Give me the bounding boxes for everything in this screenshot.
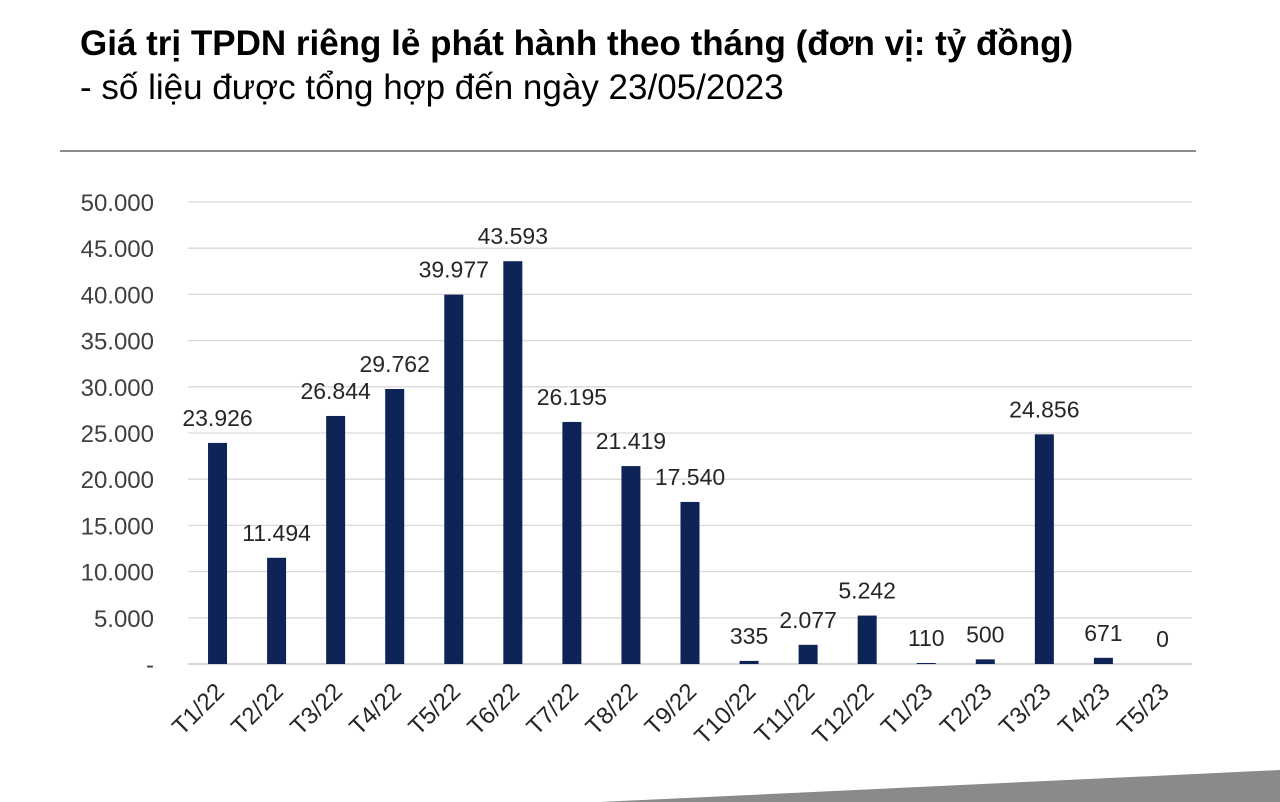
data-label: 671 xyxy=(1084,620,1122,646)
x-tick-label: T3/22 xyxy=(285,678,347,740)
data-label: 0 xyxy=(1156,626,1169,652)
y-tick-label: 50.000 xyxy=(81,190,154,217)
x-tick-label: T4/22 xyxy=(344,678,406,740)
bar xyxy=(739,660,759,664)
bar xyxy=(1034,434,1054,664)
y-tick-label: 25.000 xyxy=(81,421,154,448)
bar xyxy=(857,615,877,664)
data-label: 23.926 xyxy=(182,405,252,431)
bar xyxy=(503,261,523,664)
x-tick-label: T1/22 xyxy=(167,678,229,740)
data-label: 39.977 xyxy=(419,257,489,283)
x-tick-label: T4/23 xyxy=(1053,678,1115,740)
bar xyxy=(444,294,464,664)
data-label: 24.856 xyxy=(1009,396,1079,422)
bar xyxy=(267,557,287,664)
y-tick-label: 20.000 xyxy=(81,467,154,494)
data-label: 5.242 xyxy=(838,578,896,604)
y-tick-label: 30.000 xyxy=(81,375,154,402)
bar xyxy=(680,501,700,664)
x-tick-label: T5/23 xyxy=(1112,678,1174,740)
data-label: 43.593 xyxy=(478,223,548,249)
bar xyxy=(326,415,346,664)
bar xyxy=(562,421,582,664)
x-tick-label: T6/22 xyxy=(463,678,525,740)
x-tick-label: T8/22 xyxy=(581,678,643,740)
data-label: 21.419 xyxy=(596,428,666,454)
y-tick-label: 5.000 xyxy=(94,606,154,633)
x-tick-label: T11/22 xyxy=(750,678,821,749)
y-tick-label: 10.000 xyxy=(81,560,154,587)
x-tick-label: T12/22 xyxy=(807,678,879,750)
bar xyxy=(385,388,405,664)
x-tick-label: T5/22 xyxy=(404,678,466,740)
x-tick-label: T2/22 xyxy=(226,678,288,740)
bar xyxy=(916,662,936,664)
x-tick-label: T1/23 xyxy=(876,678,938,740)
data-label: 2.077 xyxy=(779,607,837,633)
chart-subtitle: - số liệu được tổng hợp đến ngày 23/05/2… xyxy=(80,68,784,107)
corner-decoration xyxy=(600,770,1280,802)
bar xyxy=(975,659,995,664)
header-divider xyxy=(60,150,1196,152)
bar xyxy=(208,442,228,664)
data-label: 26.195 xyxy=(537,384,607,410)
y-tick-label: 45.000 xyxy=(81,236,154,263)
bar xyxy=(1093,657,1113,664)
bar xyxy=(621,466,641,664)
y-tick-label: 15.000 xyxy=(81,513,154,540)
x-tick-label: T7/22 xyxy=(522,678,584,740)
x-tick-label: T10/22 xyxy=(689,678,761,750)
data-label: 110 xyxy=(908,625,945,651)
data-label: 17.540 xyxy=(655,464,725,490)
data-label: 335 xyxy=(730,623,768,649)
data-label: 26.844 xyxy=(300,378,371,404)
data-label: 11.494 xyxy=(242,520,311,546)
x-tick-label: T3/23 xyxy=(994,678,1056,740)
bar xyxy=(798,644,818,664)
y-tick-label: 40.000 xyxy=(81,282,154,309)
chart-header: Giá trị TPDN riêng lẻ phát hành theo thá… xyxy=(80,22,1073,110)
y-tick-label: - xyxy=(146,652,154,679)
x-tick-label: T2/23 xyxy=(935,678,997,740)
data-label: 500 xyxy=(966,621,1004,647)
y-tick-label: 35.000 xyxy=(81,329,154,356)
data-label: 29.762 xyxy=(360,351,430,377)
chart-title: Giá trị TPDN riêng lẻ phát hành theo thá… xyxy=(80,24,1074,63)
